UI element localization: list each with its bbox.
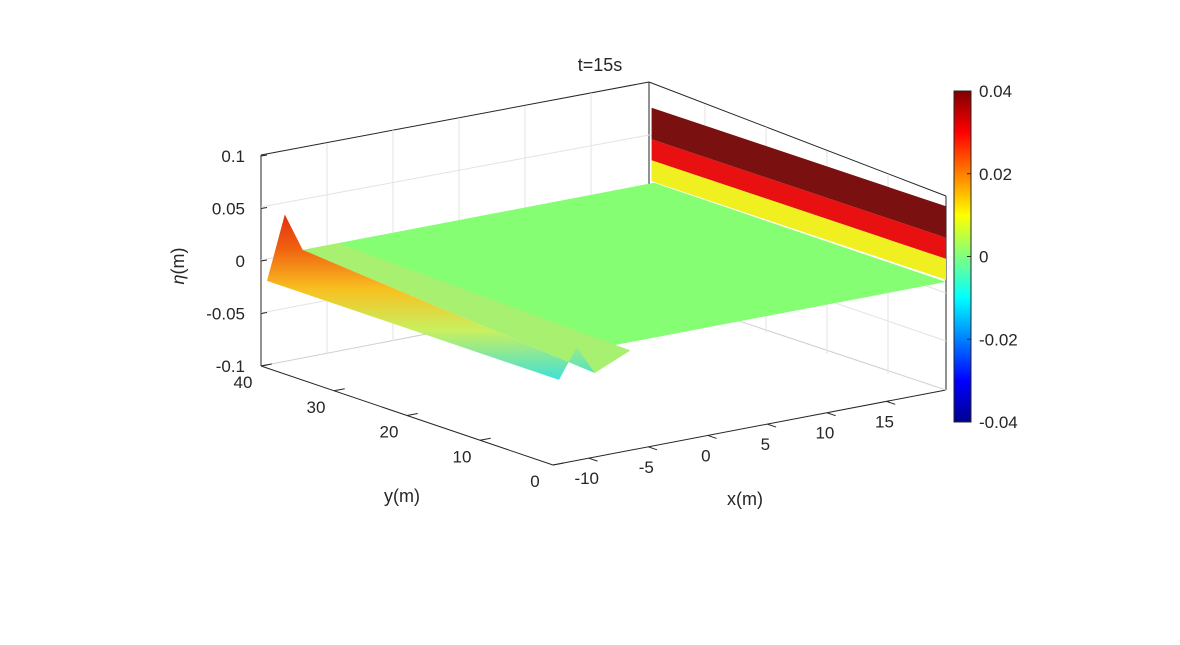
y-tick-mark <box>406 412 418 416</box>
x-tick-mark <box>767 423 777 428</box>
z-tick-label: 0.05 <box>212 200 245 219</box>
surface-flat-sheet <box>299 182 947 350</box>
colorbar-tick-label: -0.02 <box>979 330 1018 349</box>
z-axis-symbol: η <box>168 274 188 284</box>
y-tick-label: 10 <box>453 447 472 466</box>
z-tick-mark <box>260 207 268 209</box>
surface-wall-band-1 <box>651 139 946 259</box>
x-tick-label: 0 <box>701 446 710 465</box>
surface-wave-crest <box>267 214 595 380</box>
y-tick-label: 40 <box>234 373 253 392</box>
x-tick-label: 5 <box>761 435 770 454</box>
x-tick-label: -5 <box>639 458 654 477</box>
x-tick-mark <box>707 434 717 439</box>
colorbar-tick-label: 0.02 <box>979 165 1012 184</box>
z-tick-mark <box>260 259 268 262</box>
z-axis-label: η(m) <box>168 248 188 285</box>
floor-front-edge <box>552 389 947 466</box>
z-tick-label: -0.1 <box>216 357 245 376</box>
colorbar-ticks: -0.04 -0.02 0 0.02 0.04 <box>967 82 1018 432</box>
colorbar: -0.04 -0.02 0 0.02 0.04 <box>953 82 1018 432</box>
z-tick-mark <box>260 154 268 157</box>
z-tick-label: -0.05 <box>206 305 245 324</box>
y-axis-label: y(m) <box>384 486 420 506</box>
z-tick-mark <box>260 364 268 367</box>
z-tick-label: 0 <box>236 252 245 271</box>
surface-layer <box>267 107 947 380</box>
x-tick-mark <box>886 400 896 405</box>
colorbar-tick-label: 0.04 <box>979 82 1012 101</box>
z-tick-label: 0.1 <box>221 147 245 166</box>
colorbar-tick-label: -0.04 <box>979 413 1018 432</box>
z-axis-unit: (m) <box>168 248 188 275</box>
x-tick-mark <box>826 412 836 417</box>
x-tick-label: 10 <box>815 424 834 443</box>
tick-layer: -10 -5 0 5 10 15 0 10 20 30 40-0.1 -0.05 0 0.05 0.1 <box>206 147 896 491</box>
right-top-edge <box>648 81 947 197</box>
surface-wall-band-0 <box>651 160 946 280</box>
y-tick-label: 30 <box>307 398 326 417</box>
x-tick-label: 15 <box>875 412 894 431</box>
x-tick-label: -10 <box>574 469 599 488</box>
chart-title: t=15s <box>578 55 623 75</box>
y-tick-mark <box>479 437 491 441</box>
z-tick-mark <box>260 312 268 314</box>
x-tick-mark <box>588 457 598 462</box>
x-axis-label: x(m) <box>727 489 763 509</box>
y-tick-label: 0 <box>530 472 539 491</box>
back-top-edge <box>260 81 650 156</box>
colorbar-tick-label: 0 <box>979 248 988 267</box>
y-tick-mark <box>552 462 564 466</box>
surface-trough <box>302 243 631 373</box>
surface-wall-band-2 <box>651 107 946 238</box>
x-tick-mark <box>648 446 658 451</box>
y-tick-mark <box>333 388 345 392</box>
y-tick-label: 20 <box>380 423 399 442</box>
